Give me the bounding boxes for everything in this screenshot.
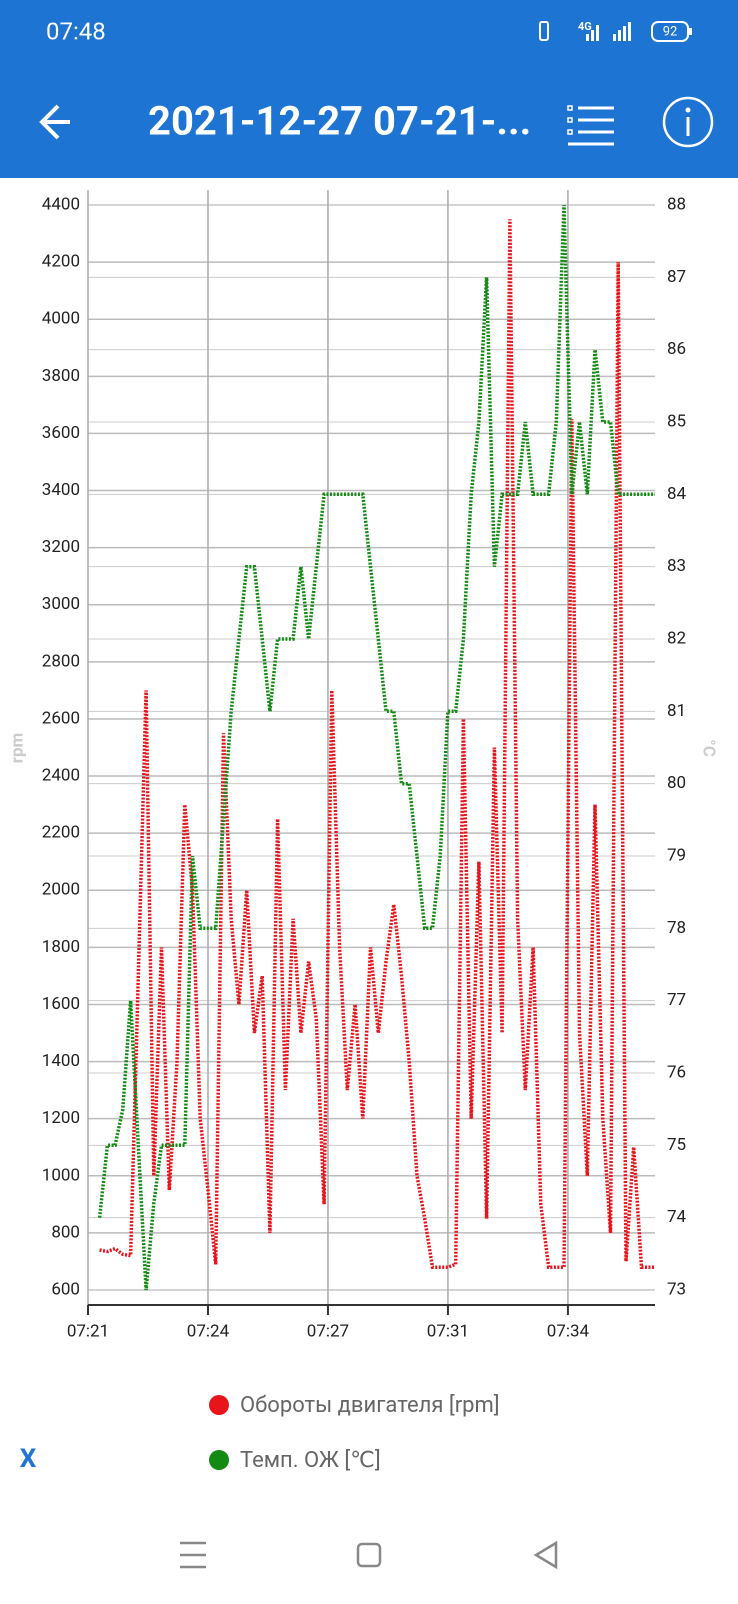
y2-tick-label: 77 [667,990,686,1010]
legend-marker [209,1450,229,1470]
y-tick-label: 1800 [42,937,80,957]
x-tick-label: 07:34 [547,1321,590,1341]
y2-tick-label: 80 [667,773,686,793]
y2-tick-label: 86 [667,339,686,359]
nav-back[interactable] [533,1540,558,1570]
series-line [97,204,655,1291]
y2-axis-label: °C [699,739,719,757]
x-tick-label: 07:21 [67,1321,109,1341]
y-tick-label: 3200 [42,537,80,557]
y2-tick-label: 81 [667,701,686,721]
nav-menu[interactable] [180,1541,206,1569]
x-tick-label: 07:31 [427,1321,469,1341]
y-tick-label: 3600 [42,423,80,443]
y2-tick-label: 85 [667,411,686,431]
nav-bar [180,1540,558,1570]
y2-tick-label: 78 [667,918,686,938]
header-bg [0,0,738,178]
app-title: 2021-12-27 07-21-... [148,98,531,145]
y2-tick-label: 88 [667,194,686,214]
legend-label: Обороты двигателя [rpm] [240,1393,500,1418]
nav-home[interactable] [356,1542,382,1568]
y-axis-label: rpm [7,733,27,764]
y2-tick-label: 84 [667,484,687,504]
y-tick-label: 600 [51,1279,80,1299]
back-button[interactable] [39,104,70,140]
close-button[interactable]: X [20,1444,37,1474]
y2-tick-label: 79 [667,845,686,865]
y-tick-label: 2400 [42,766,80,786]
y-tick-label: 1200 [42,1108,80,1128]
y-tick-label: 3800 [42,366,80,386]
y-tick-label: 2600 [42,708,80,728]
y2-tick-label: 87 [667,267,686,287]
info-button[interactable] [662,96,714,148]
y2-tick-label: 82 [667,628,686,648]
y-tick-label: 1000 [42,1165,80,1185]
y-tick-label: 4000 [42,309,80,329]
x-tick-label: 07:27 [307,1321,349,1341]
y2-tick-label: 83 [667,556,686,576]
y2-tick-label: 76 [667,1062,686,1082]
y-tick-label: 2800 [42,651,80,671]
status-time: 07:48 [46,17,106,45]
y-tick-label: 800 [51,1222,80,1242]
y-tick-label: 4200 [42,252,80,272]
x-tick-label: 07:24 [187,1321,230,1341]
y2-tick-label: 74 [667,1207,687,1227]
y-tick-label: 2200 [42,823,80,843]
chart: 600 800 1000 1200 1400 1600 1800 2000 2200 2400 26… [7,190,719,1473]
y-tick-label: 3000 [42,594,80,614]
y-tick-label: 1400 [42,1051,80,1071]
y2-tick-label: 75 [667,1135,686,1155]
network-label: 4G [578,20,592,33]
list-button[interactable] [567,105,614,146]
y-tick-label: 4400 [42,194,80,214]
y-tick-label: 3400 [42,480,80,500]
legend-marker [209,1395,229,1415]
y-tick-label: 1600 [42,994,80,1014]
legend-label: Темп. ОЖ [℃] [240,1448,381,1473]
y-tick-label: 2000 [42,880,80,900]
battery-level: 92 [663,24,678,39]
y2-tick-label: 73 [667,1279,686,1299]
signal-icons [539,21,692,42]
